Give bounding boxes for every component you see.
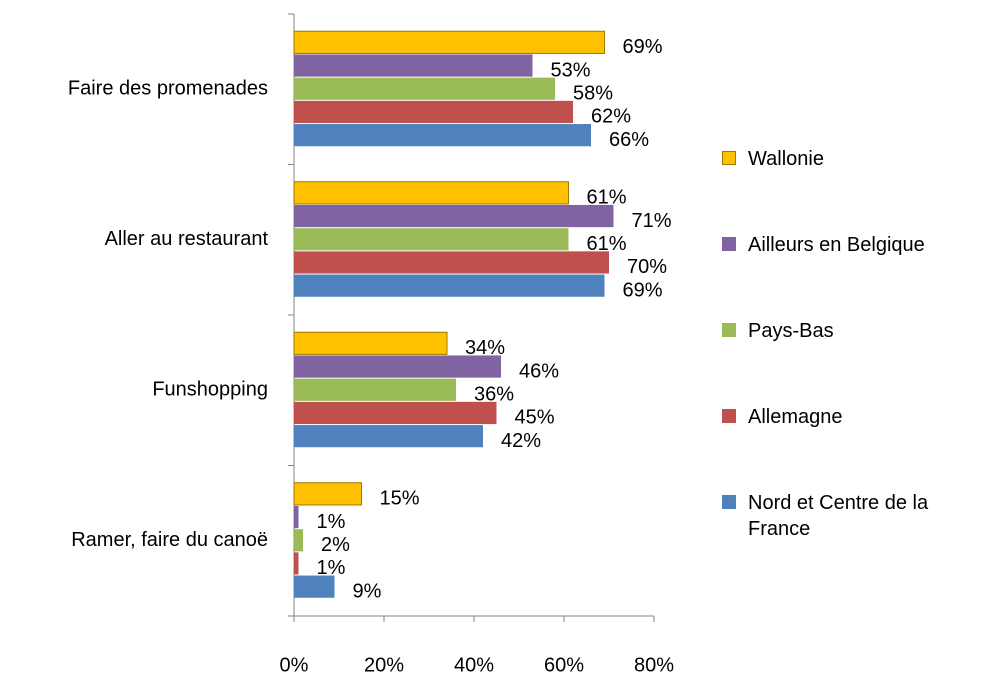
data-label: 61% [587, 187, 627, 209]
data-label: 2% [321, 534, 350, 556]
legend-label: Pays-Bas [748, 320, 834, 342]
data-label: 45% [515, 407, 555, 429]
bar [294, 77, 555, 100]
x-tick-label: 20% [364, 654, 404, 676]
data-label: 34% [465, 337, 505, 359]
bar [294, 505, 299, 529]
category-label: Aller au restaurant [105, 228, 269, 250]
bar [294, 378, 456, 401]
legend-label: Allemagne [748, 406, 843, 428]
bar [294, 575, 335, 598]
data-label: 15% [380, 488, 420, 510]
bar [294, 274, 605, 297]
x-tick-label: 0% [280, 654, 309, 676]
bar [294, 54, 533, 77]
legend-swatch [722, 237, 736, 251]
data-label: 9% [353, 580, 382, 602]
bar [293, 331, 448, 355]
legend-label: Wallonie [748, 148, 824, 170]
data-label: 69% [623, 279, 663, 301]
category-label: Funshopping [152, 379, 268, 401]
bar [293, 181, 569, 205]
data-label: 36% [474, 384, 514, 406]
data-label: 62% [591, 106, 631, 128]
data-label: 1% [317, 557, 346, 579]
bar [294, 355, 501, 378]
data-label: 42% [501, 430, 541, 452]
data-label: 61% [587, 233, 627, 255]
legend-item: Allemagne [722, 404, 984, 430]
legend-label: Ailleurs en Belgique [748, 234, 925, 256]
x-tick-label: 40% [454, 654, 494, 676]
bar [294, 552, 299, 575]
data-label: 66% [609, 129, 649, 151]
category-label: Ramer, faire du canoë [71, 529, 268, 551]
legend-swatch [722, 323, 736, 337]
data-label: 46% [519, 360, 559, 382]
data-label: 70% [627, 256, 667, 278]
legend-item: Nord et Centre de la France [722, 490, 984, 542]
legend-item: Wallonie [722, 146, 984, 172]
bar [294, 401, 497, 425]
legend-swatch [722, 151, 736, 165]
data-label: 69% [623, 36, 663, 58]
legend-item: Ailleurs en Belgique [722, 232, 984, 258]
legend-label: Nord et Centre de la France [748, 492, 929, 540]
legend-item: Pays-Bas [722, 318, 984, 344]
bar [294, 425, 483, 448]
data-label: 71% [632, 210, 672, 232]
data-label: 58% [573, 83, 613, 105]
bar [294, 228, 569, 251]
bar [294, 124, 591, 147]
data-label: 1% [317, 511, 346, 533]
x-tick-label: 80% [634, 654, 674, 676]
bar [293, 30, 605, 54]
legend-swatch [722, 409, 736, 423]
bar [294, 251, 609, 274]
bar [294, 204, 614, 228]
data-label: 53% [551, 59, 591, 81]
bar [294, 100, 573, 124]
bar [294, 529, 303, 552]
bar [293, 482, 362, 506]
legend-swatch [722, 495, 736, 509]
x-tick-label: 60% [544, 654, 584, 676]
category-label: Faire des promenades [68, 78, 268, 100]
